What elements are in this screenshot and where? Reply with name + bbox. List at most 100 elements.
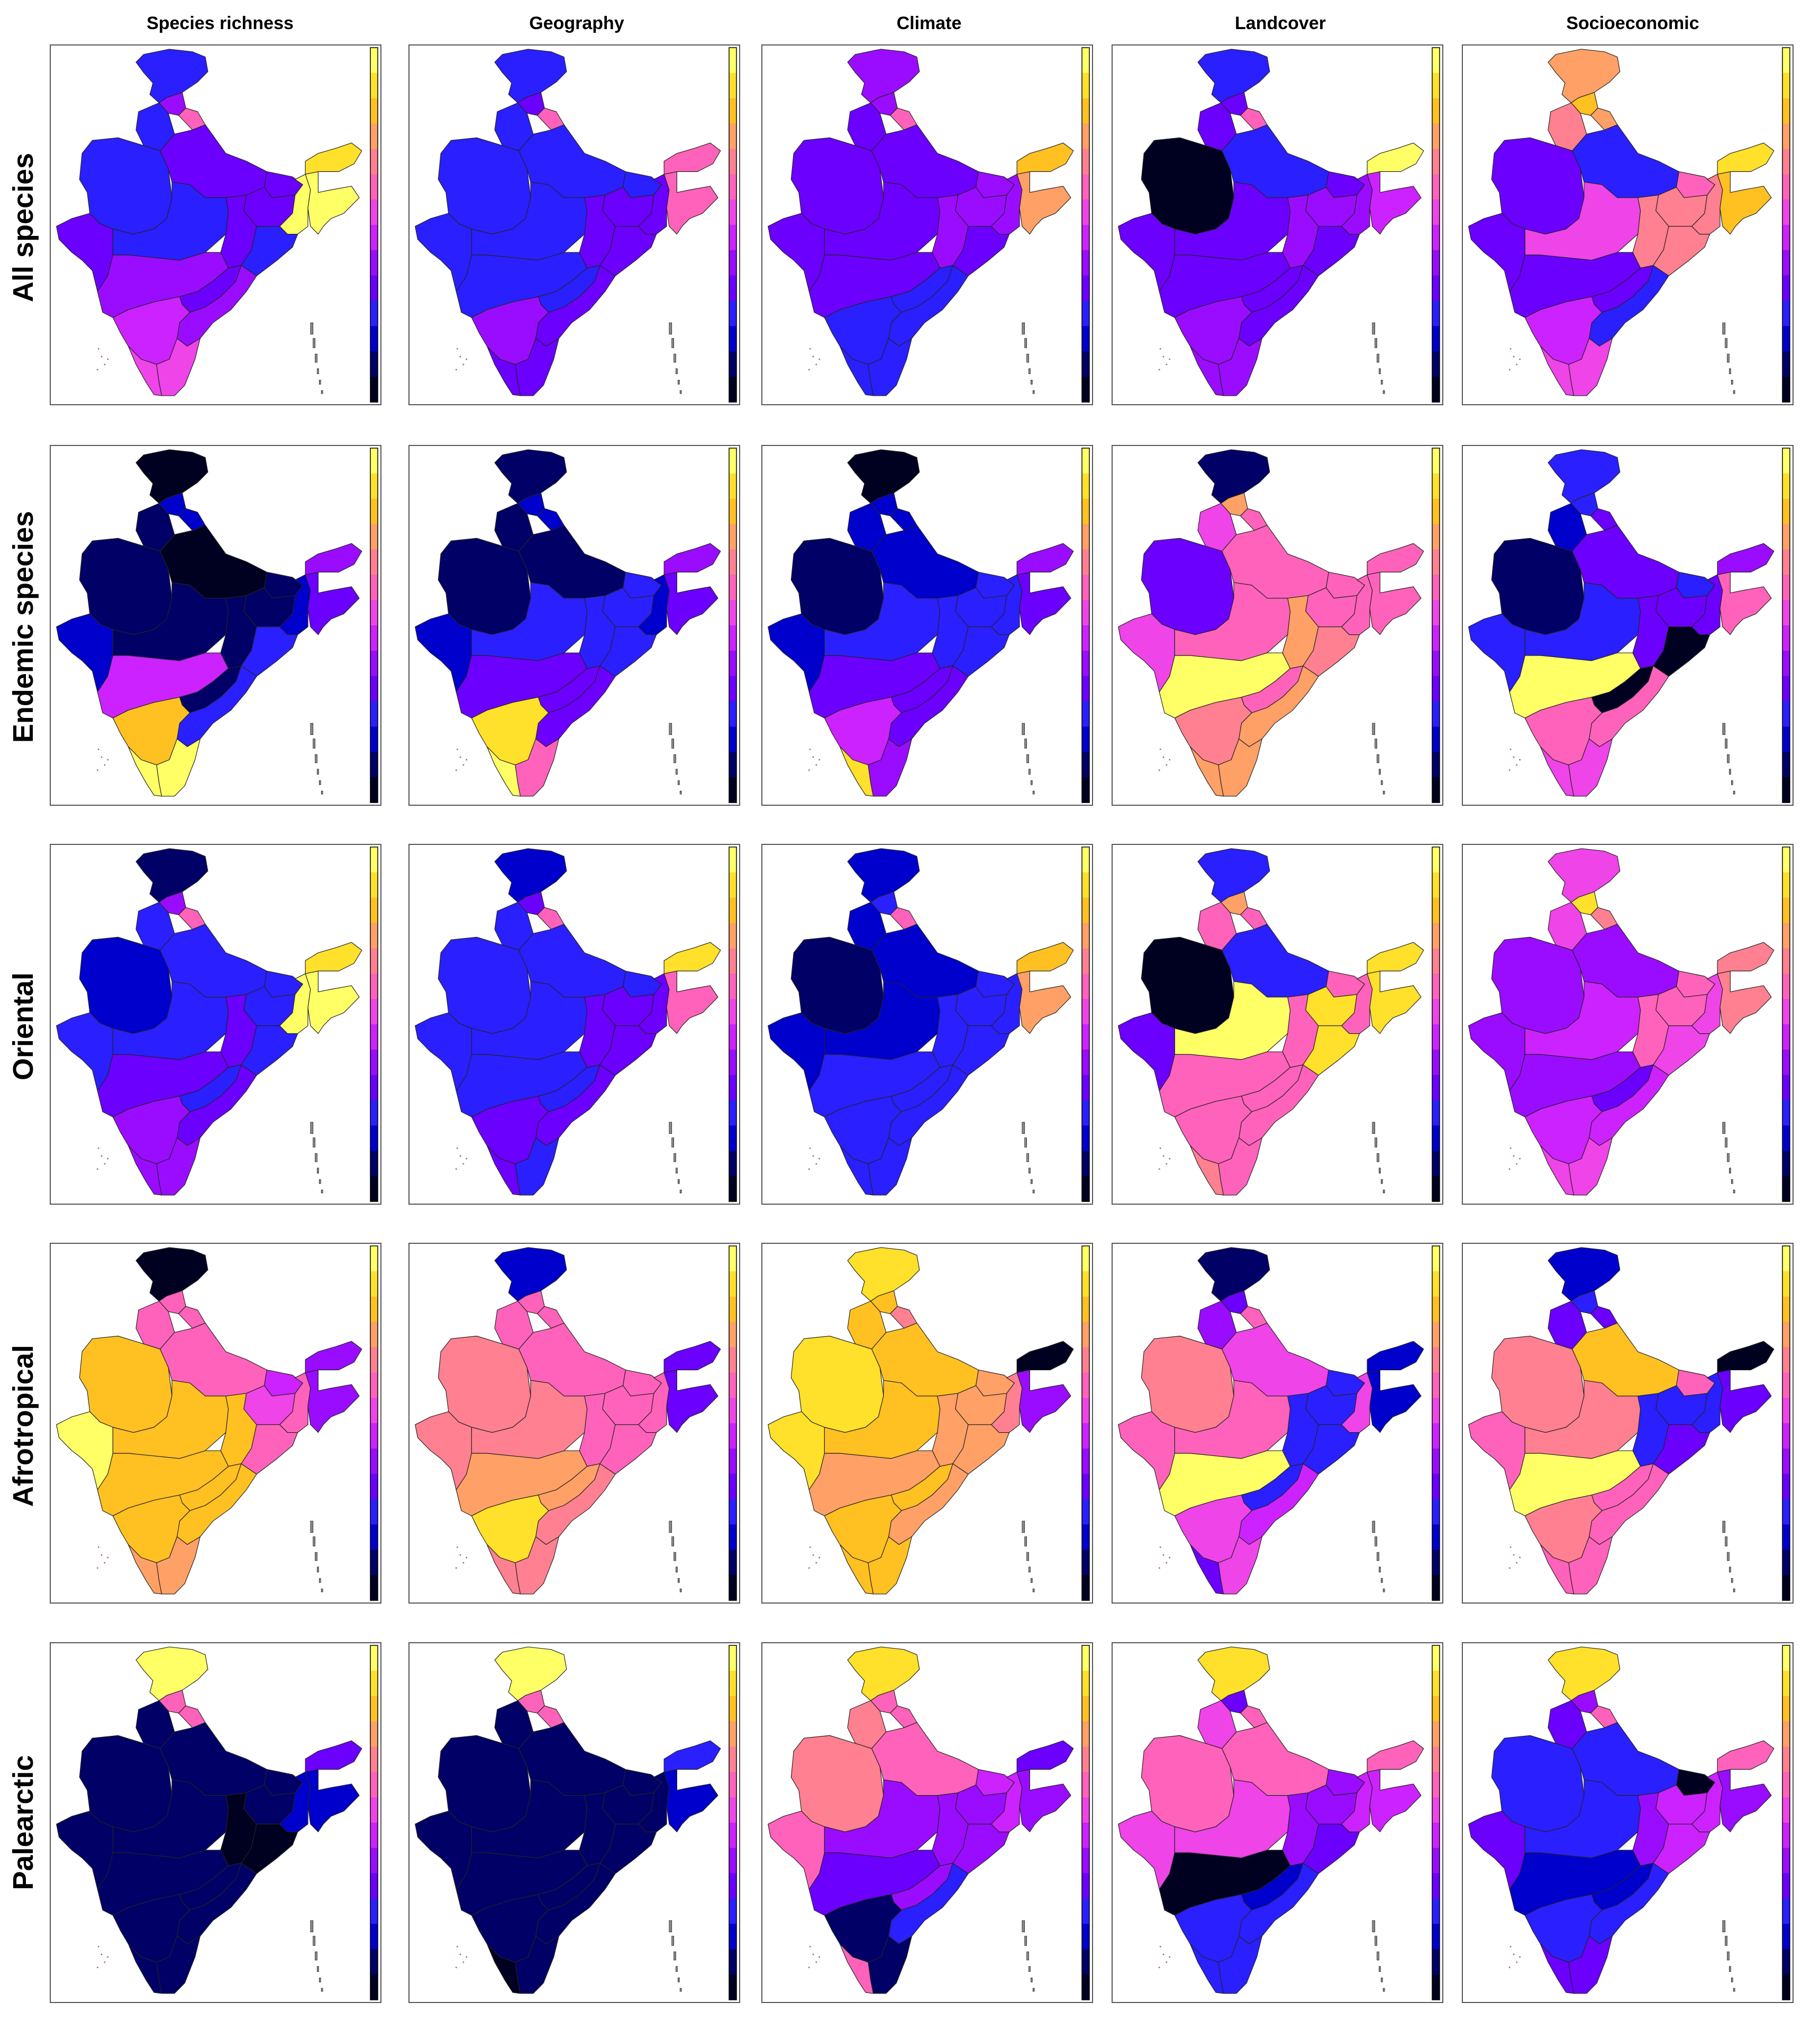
- island-lakshadweep-2: [1166, 1163, 1168, 1165]
- colorbar-step: [1432, 1924, 1440, 1950]
- colorbar-step: [1782, 473, 1790, 499]
- island-lakshadweep-4: [818, 358, 821, 360]
- island-andaman-2: [315, 353, 317, 363]
- colorbar-step: [1432, 701, 1440, 727]
- colorbar-step: [370, 1873, 378, 1899]
- island-andaman-2: [1727, 1552, 1730, 1561]
- region-northeast: [305, 970, 360, 1034]
- colorbar: [370, 1645, 378, 2000]
- island-andaman-4: [1731, 380, 1733, 385]
- island-andaman-3: [1729, 368, 1731, 374]
- colorbar-step: [1082, 199, 1089, 225]
- colorbar-step: [1432, 1974, 1440, 2000]
- region-uttarakhand: [889, 508, 917, 531]
- colorbar-step: [1432, 351, 1440, 377]
- island-andaman-0: [1372, 1521, 1376, 1533]
- colorbar-step: [729, 1322, 736, 1348]
- colorbar-step: [729, 726, 736, 752]
- colorbar-step: [729, 1645, 736, 1671]
- island-lakshadweep-4: [466, 358, 468, 360]
- colorbar-step: [370, 676, 378, 702]
- colorbar-step: [370, 1151, 378, 1177]
- island-andaman-4: [677, 780, 680, 785]
- colorbar-step: [1432, 149, 1440, 175]
- colorbar-step: [1782, 1898, 1790, 1924]
- island-andaman-5: [321, 1189, 323, 1194]
- island-andaman-5: [1733, 390, 1735, 394]
- colorbar-step: [1432, 1721, 1440, 1747]
- region-odisha: [599, 626, 657, 677]
- colorbar-step: [729, 676, 736, 702]
- colorbar-step: [1782, 1949, 1790, 1975]
- island-andaman-4: [1030, 1578, 1033, 1583]
- region-uttarakhand: [1240, 1705, 1268, 1728]
- island-andaman-4: [1380, 380, 1383, 385]
- island-lakshadweep-0: [97, 348, 99, 350]
- island-andaman-2: [1377, 754, 1379, 763]
- island-andaman-5: [1382, 1588, 1385, 1592]
- island-lakshadweep-3: [96, 1967, 98, 1969]
- india-map: [768, 848, 1074, 1196]
- region-kerala: [486, 1145, 521, 1196]
- colorbar-step: [1082, 377, 1089, 403]
- colorbar-step: [1432, 948, 1440, 974]
- row-header-endemic-species: Endemic species: [7, 511, 39, 743]
- colorbar-step: [370, 1524, 378, 1550]
- island-lakshadweep-4: [107, 1158, 109, 1160]
- colorbar: [729, 1245, 737, 1601]
- colorbar-step: [1432, 448, 1440, 474]
- island-andaman-0: [669, 1920, 672, 1933]
- island-lakshadweep-4: [1519, 1158, 1521, 1160]
- colorbar-step: [370, 1024, 378, 1050]
- colorbar-step: [729, 1847, 736, 1874]
- panel-afrotropical-species-richness: [50, 1243, 381, 1604]
- region-arunachal: [305, 942, 362, 974]
- colorbar-step: [729, 897, 736, 924]
- colorbar-step: [1082, 524, 1089, 550]
- region-odisha: [1653, 626, 1710, 677]
- region-northeast: [1016, 1369, 1071, 1433]
- island-lakshadweep-3: [96, 769, 98, 771]
- island-andaman-1: [1725, 1936, 1727, 1946]
- island-andaman-1: [671, 1936, 674, 1946]
- island-lakshadweep-4: [466, 1556, 468, 1559]
- island-andaman-2: [1026, 1951, 1029, 1961]
- island-lakshadweep-1: [812, 356, 814, 358]
- colorbar: [1081, 1645, 1090, 2000]
- colorbar-step: [729, 1100, 736, 1126]
- island-lakshadweep-2: [1516, 1163, 1518, 1165]
- island-lakshadweep-1: [1162, 1155, 1164, 1157]
- colorbar-step: [1432, 225, 1440, 251]
- colorbar-step: [729, 123, 736, 149]
- colorbar-step: [1432, 1550, 1440, 1576]
- region-northeast: [1367, 571, 1422, 635]
- colorbar-step: [1432, 1322, 1440, 1348]
- colorbar-step: [1082, 351, 1089, 377]
- colorbar-step: [729, 199, 736, 225]
- island-lakshadweep-0: [809, 1945, 811, 1947]
- colorbar-step: [729, 1372, 736, 1398]
- colorbar-step: [1432, 1797, 1440, 1823]
- colorbar-step: [370, 301, 378, 326]
- island-lakshadweep-2: [1166, 1961, 1168, 1963]
- island-lakshadweep-4: [818, 1556, 821, 1559]
- colorbar-step: [1432, 999, 1440, 1025]
- island-andaman-3: [676, 1966, 678, 1972]
- colorbar-step: [1082, 72, 1089, 99]
- island-andaman-0: [310, 322, 314, 335]
- colorbar-step: [1082, 48, 1089, 74]
- colorbar-step: [1782, 1322, 1790, 1348]
- region-kerala: [1540, 1544, 1575, 1595]
- colorbar-step: [1782, 1296, 1790, 1323]
- colorbar-step: [1082, 123, 1089, 149]
- island-lakshadweep-0: [456, 1546, 458, 1548]
- island-lakshadweep-3: [1158, 1967, 1160, 1969]
- colorbar-step: [1432, 72, 1440, 99]
- colorbar: [1081, 448, 1090, 803]
- island-lakshadweep-1: [1513, 756, 1515, 758]
- colorbar-step: [370, 625, 378, 651]
- colorbar: [370, 846, 378, 1202]
- colorbar-step: [1782, 1524, 1790, 1550]
- colorbar-step: [1432, 1271, 1440, 1297]
- colorbar-step: [729, 149, 736, 175]
